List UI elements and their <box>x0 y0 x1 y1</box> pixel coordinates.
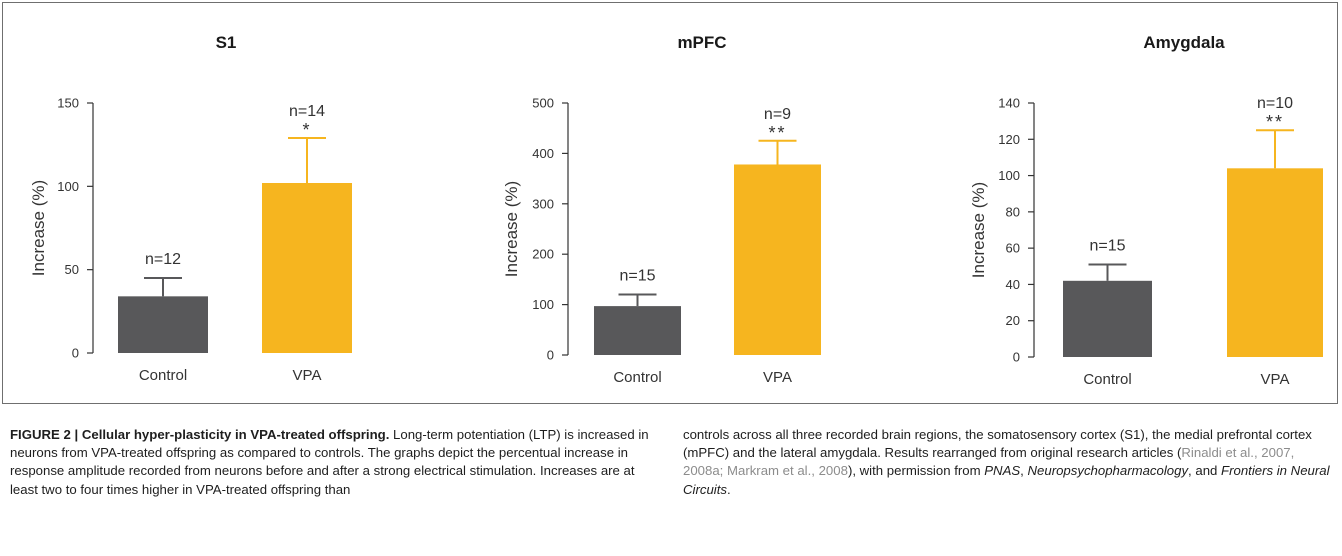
caption-journal-name: PNAS <box>984 463 1021 479</box>
caption-text: , and <box>1188 463 1222 479</box>
caption-text: Long-term potentiation (LTP) is increase… <box>10 427 649 497</box>
figure-caption-left: FIGURE 2 | Cellular hyper-plasticity in … <box>10 426 658 499</box>
caption-text: , <box>1020 463 1028 479</box>
y-tick-label: 100 <box>998 168 1020 183</box>
caption-text: . <box>726 481 731 497</box>
significance-mark: ** <box>768 123 786 143</box>
y-tick-label: 150 <box>57 96 79 111</box>
bar-control <box>118 296 208 353</box>
y-tick-label: 40 <box>1006 277 1020 292</box>
y-tick-label: 120 <box>998 132 1020 147</box>
caption-journal-name: Neuropsychopharmacology <box>1027 463 1189 479</box>
x-category-label: Control <box>1083 371 1131 388</box>
y-tick-label: 0 <box>72 346 79 361</box>
y-tick-label: 0 <box>1013 350 1020 365</box>
significance-mark: ** <box>1266 112 1284 132</box>
y-axis-label: Increase (%) <box>969 182 988 278</box>
chart-title: Amygdala <box>1143 33 1225 52</box>
y-tick-label: 200 <box>532 247 554 262</box>
bar-control <box>594 306 681 355</box>
sample-size-label: n=9 <box>764 106 791 123</box>
y-tick-label: 20 <box>1006 313 1020 328</box>
bar-vpa <box>262 183 352 353</box>
x-category-label: VPA <box>1261 371 1290 388</box>
sample-size-label: n=14 <box>289 103 325 120</box>
sample-size-label: n=12 <box>145 251 181 268</box>
y-tick-label: 300 <box>532 196 554 211</box>
y-tick-label: 500 <box>532 96 554 111</box>
y-tick-label: 50 <box>65 262 79 277</box>
y-tick-label: 400 <box>532 146 554 161</box>
y-axis-label: Increase (%) <box>29 180 48 276</box>
bar-vpa <box>1227 168 1323 357</box>
y-tick-label: 60 <box>1006 241 1020 256</box>
sample-size-label: n=15 <box>1089 237 1125 254</box>
caption-text: controls across all three recorded brain… <box>683 427 1312 461</box>
x-category-label: VPA <box>763 369 792 386</box>
caption-citation-link: Rinaldi et al., 2007, 2008a; Markram et … <box>683 445 1295 479</box>
significance-mark: * <box>302 120 311 140</box>
x-category-label: Control <box>613 369 661 386</box>
chart-title: mPFC <box>677 33 726 52</box>
x-category-label: Control <box>139 367 187 384</box>
x-category-label: VPA <box>293 367 322 384</box>
y-axis-label: Increase (%) <box>502 181 521 277</box>
sample-size-label: n=10 <box>1257 95 1293 112</box>
y-tick-label: 100 <box>57 179 79 194</box>
y-tick-label: 100 <box>532 297 554 312</box>
sample-size-label: n=15 <box>619 268 655 285</box>
y-tick-label: 80 <box>1006 204 1020 219</box>
figure-caption-right: controls across all three recorded brain… <box>683 426 1333 499</box>
bar-control <box>1063 280 1152 357</box>
bar-vpa <box>734 164 821 355</box>
caption-text: ), with permission from <box>847 463 985 479</box>
y-tick-label: 0 <box>547 348 554 363</box>
caption-figure-label: FIGURE 2 | Cellular hyper-plasticity in … <box>10 427 390 442</box>
caption-journal-name: Frontiers in Neural Circuits <box>683 463 1330 497</box>
chart-title: S1 <box>216 33 237 52</box>
y-tick-label: 140 <box>998 96 1020 111</box>
